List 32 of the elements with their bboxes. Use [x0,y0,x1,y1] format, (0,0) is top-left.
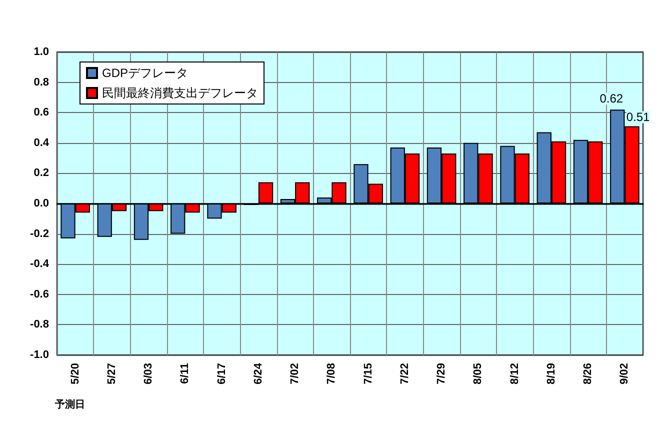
x-tick-label: 5/20 [69,363,82,384]
x-tick-label: 6/24 [252,362,264,384]
y-tick-label: -0.2 [30,228,49,240]
y-tick-label: 0.0 [34,198,49,210]
y-tick-label: 0.4 [34,136,50,149]
x-tick-label: 7/02 [289,363,302,384]
x-tick-label: 7/08 [326,363,338,384]
y-tick-label: -1.0 [30,349,49,361]
y-tick-label: 1.0 [34,46,49,58]
legend-label: 民間最終消費支出デフレータ [102,86,258,100]
y-tick-label: 0.8 [34,76,49,88]
y-tick-label: -0.8 [30,318,49,331]
x-tick-label: 5/27 [106,363,118,384]
x-tick-label: 7/29 [436,363,448,384]
x-tick-label: 7/15 [362,363,374,384]
data-label: 0.51 [626,110,650,124]
x-tick-label: 8/12 [508,363,521,384]
x-tick-label: 6/11 [179,363,192,384]
x-tick-label: 8/05 [472,363,484,384]
legend-label: GDPデフレータ [102,66,188,80]
y-tick-label: -0.4 [30,258,50,270]
x-tick-label: 7/22 [398,363,411,384]
x-tick-label: 6/03 [142,363,155,384]
x-tick-label: 8/26 [582,363,594,384]
y-tick-label: 0.6 [34,106,49,119]
y-tick-label: -0.6 [30,288,49,300]
x-axis-title: 予測日 [54,398,85,410]
y-tick-label: 0.2 [34,167,49,180]
x-tick-label: 6/17 [216,363,228,384]
data-label: 0.62 [600,92,624,106]
x-tick-label: 9/02 [618,363,631,384]
x-tick-label: 8/19 [545,363,558,384]
